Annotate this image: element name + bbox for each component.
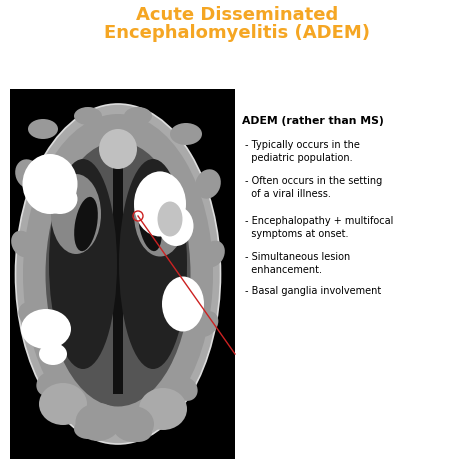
Ellipse shape bbox=[119, 159, 187, 369]
Ellipse shape bbox=[112, 406, 154, 442]
Ellipse shape bbox=[36, 372, 60, 396]
Ellipse shape bbox=[46, 142, 191, 407]
Ellipse shape bbox=[49, 159, 117, 369]
Ellipse shape bbox=[195, 169, 221, 199]
Ellipse shape bbox=[134, 172, 186, 237]
Ellipse shape bbox=[28, 119, 58, 139]
Ellipse shape bbox=[39, 343, 67, 365]
Ellipse shape bbox=[139, 388, 187, 430]
Ellipse shape bbox=[15, 159, 41, 189]
Text: - Encephalopathy + multifocal
  symptoms at onset.: - Encephalopathy + multifocal symptoms a… bbox=[245, 216, 393, 239]
Bar bbox=[113, 154, 123, 394]
Ellipse shape bbox=[74, 419, 102, 439]
Text: - Simultaneous lesion
  enhancement.: - Simultaneous lesion enhancement. bbox=[245, 252, 350, 275]
Ellipse shape bbox=[157, 201, 182, 237]
Ellipse shape bbox=[74, 107, 102, 125]
Ellipse shape bbox=[99, 129, 137, 169]
Ellipse shape bbox=[162, 276, 204, 331]
Ellipse shape bbox=[158, 206, 193, 246]
Ellipse shape bbox=[43, 184, 78, 214]
Ellipse shape bbox=[124, 422, 152, 442]
Ellipse shape bbox=[194, 311, 219, 337]
Ellipse shape bbox=[16, 104, 220, 444]
Text: ADEM (rather than MS): ADEM (rather than MS) bbox=[242, 116, 384, 126]
Ellipse shape bbox=[39, 383, 87, 425]
Ellipse shape bbox=[174, 377, 198, 401]
Ellipse shape bbox=[134, 172, 186, 256]
Ellipse shape bbox=[18, 302, 42, 326]
Ellipse shape bbox=[23, 114, 213, 434]
Ellipse shape bbox=[124, 107, 152, 125]
Text: - Basal ganglia involvement: - Basal ganglia involvement bbox=[245, 286, 381, 296]
Ellipse shape bbox=[51, 174, 101, 254]
Ellipse shape bbox=[138, 197, 162, 251]
Bar bbox=[10, 89, 235, 459]
Ellipse shape bbox=[21, 309, 71, 349]
Text: Acute Disseminated: Acute Disseminated bbox=[136, 6, 338, 24]
Text: - Often occurs in the setting
  of a viral illness.: - Often occurs in the setting of a viral… bbox=[245, 176, 382, 199]
Ellipse shape bbox=[170, 123, 202, 145]
Text: Encephalomyelitis (ADEM): Encephalomyelitis (ADEM) bbox=[104, 24, 370, 42]
Ellipse shape bbox=[11, 231, 35, 257]
Ellipse shape bbox=[74, 197, 98, 251]
Ellipse shape bbox=[75, 403, 120, 441]
Ellipse shape bbox=[22, 154, 78, 214]
Text: - Typically occurs in the
  pediatric population.: - Typically occurs in the pediatric popu… bbox=[245, 140, 360, 163]
Ellipse shape bbox=[201, 241, 225, 267]
